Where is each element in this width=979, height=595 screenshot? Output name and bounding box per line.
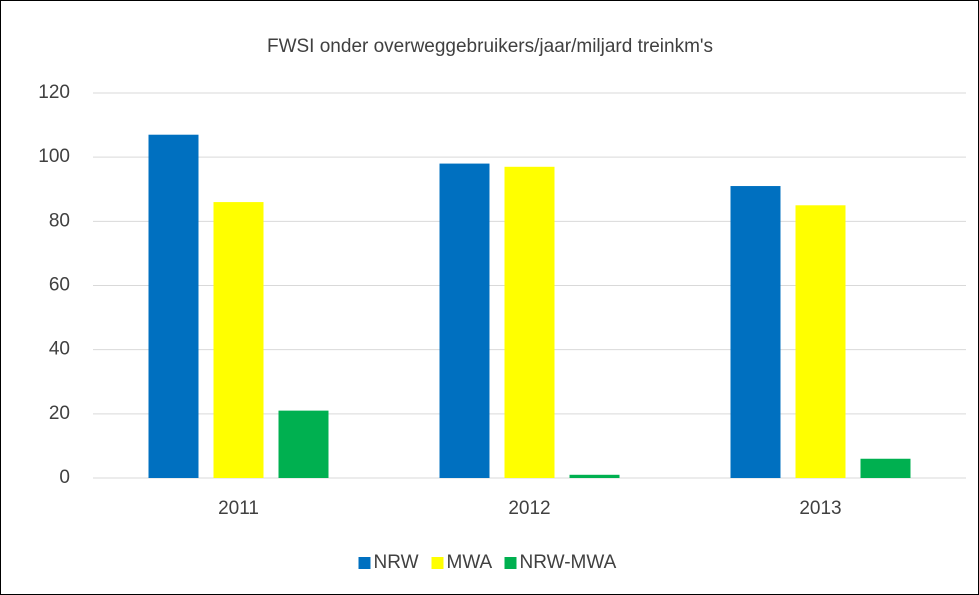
bar: [795, 205, 846, 478]
y-tick-label: 40: [49, 339, 70, 360]
x-tick-label: 2012: [508, 498, 550, 519]
y-tick-label: 60: [49, 275, 70, 296]
bar: [439, 163, 490, 479]
y-tick-label: 20: [49, 403, 70, 424]
bar: [213, 202, 264, 479]
legend-swatch: [358, 557, 371, 569]
y-tick-label: 100: [38, 146, 70, 167]
y-tick-label: 80: [49, 210, 70, 231]
x-tick-label: 2011: [218, 498, 259, 519]
x-tick-label: 2013: [799, 498, 841, 519]
bar: [504, 166, 555, 478]
bar: [860, 458, 911, 478]
y-tick-label: 0: [59, 467, 70, 488]
legend-swatch: [504, 557, 517, 569]
bar: [148, 134, 199, 479]
bar: [569, 474, 620, 478]
y-tick-label: 120: [38, 82, 70, 103]
bar: [278, 410, 329, 478]
legend-label: NRW: [374, 552, 419, 573]
legend-label: NRW-MWA: [520, 552, 617, 573]
bar: [730, 186, 781, 478]
legend-swatch: [431, 557, 444, 569]
legend-label: MWA: [447, 552, 493, 573]
chart-title: FWSI onder overweggebruikers/jaar/miljar…: [267, 36, 713, 57]
